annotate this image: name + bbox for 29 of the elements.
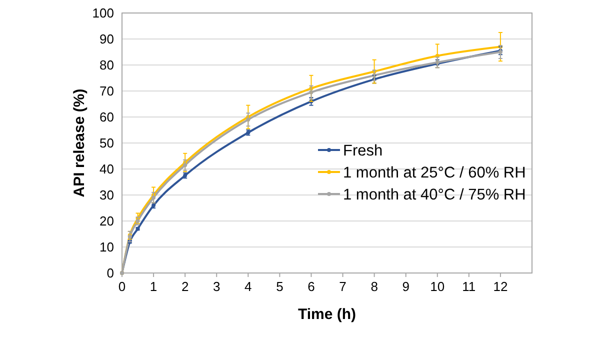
x-tick-label: 12 xyxy=(493,279,508,294)
y-tick-label: 70 xyxy=(100,84,114,98)
y-tick-label: 50 xyxy=(100,136,114,150)
y-tick-label: 100 xyxy=(92,6,114,20)
legend-label: 1 month at 40°C / 75% RH xyxy=(343,186,526,204)
x-tick-label: 2 xyxy=(181,279,189,294)
y-tick-label: 60 xyxy=(100,110,114,124)
y-tick-label: 40 xyxy=(100,162,114,176)
x-tick-label: 10 xyxy=(430,279,445,294)
x-tick-label: 6 xyxy=(308,279,315,294)
legend-label: Fresh xyxy=(343,142,383,160)
x-tick-label: 8 xyxy=(370,279,378,294)
y-tick-label: 20 xyxy=(100,214,114,228)
x-tick-label: 1 xyxy=(150,279,158,294)
y-tick-label: 90 xyxy=(100,32,114,46)
x-tick-label: 0 xyxy=(118,279,126,294)
x-tick-label: 9 xyxy=(402,279,410,294)
x-tick-label: 5 xyxy=(276,279,284,294)
x-axis-title: Time (h) xyxy=(298,306,356,323)
x-tick-label: 3 xyxy=(213,279,220,294)
y-tick-label: 0 xyxy=(106,266,114,280)
y-axis-title: API release (%) xyxy=(71,88,88,198)
x-tick-label: 4 xyxy=(244,279,252,294)
y-tick-label: 80 xyxy=(100,58,114,72)
x-tick-label: 7 xyxy=(339,279,346,294)
y-tick-label: 30 xyxy=(100,188,114,202)
x-tick-label: 11 xyxy=(462,279,476,294)
y-tick-label: 10 xyxy=(100,240,114,254)
legend-label: 1 month at 25°C / 60% RH xyxy=(343,164,526,182)
